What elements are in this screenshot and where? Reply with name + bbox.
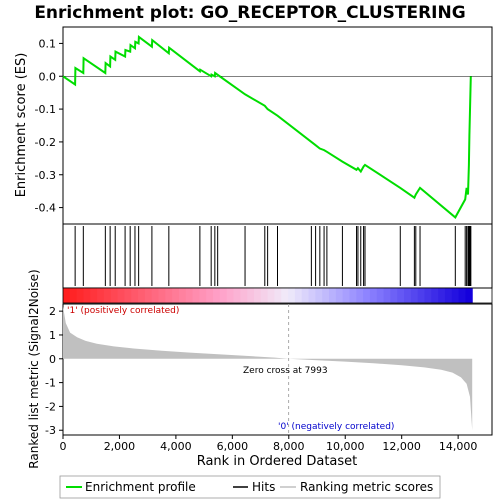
color-bar-segment [370,288,377,303]
color-bar-segment [77,288,84,303]
x-tick-label: 6,000 [217,440,249,453]
color-bar-segment [247,288,254,303]
x-tick-label: 4,000 [160,440,192,453]
color-bar-segment [295,288,302,303]
metric-y-tick-label: 2 [49,305,56,318]
color-bar-segment [90,288,97,303]
color-bar-segment [206,288,213,303]
x-tick-label: 0 [60,440,67,453]
color-bar-segment [377,288,384,303]
color-bar-segment [315,288,322,303]
es-panel: 0.1 0.0 -0.1 -0.2 -0.3 -0.4 Enrichment score … [14,27,492,224]
rank-color-bar [63,288,492,303]
x-tick-label: 2,000 [104,440,136,453]
positive-correlation-label: '1' (positively correlated) [67,306,179,316]
es-y-tick-label: -0.2 [35,136,56,149]
color-bar-segment [465,288,472,303]
color-bar-segment [390,288,397,303]
color-bar-segment [165,288,172,303]
color-bar-segment [418,288,425,303]
color-bar-segment [220,288,227,303]
color-bar-segment [97,288,104,303]
metric-y-tick-label: 1 [49,329,56,342]
legend-label-enrichment: Enrichment profile [85,480,196,494]
es-y-tick-label: -0.1 [35,103,56,116]
color-bar-segment [213,288,220,303]
color-bar-segment [111,288,118,303]
color-bar-segment [186,288,193,303]
color-bar-segment [124,288,131,303]
color-bar-segment [349,288,356,303]
es-y-tick-label: -0.3 [35,169,56,182]
color-bar-segment [404,288,411,303]
color-bar-segment [104,288,111,303]
zero-cross-label: Zero cross at 7993 [243,366,328,376]
color-bar-segment [356,288,363,303]
color-bar-segment [234,288,241,303]
color-bar-segment [240,288,247,303]
color-bar-segment [193,288,200,303]
negative-correlation-label: '0' (negatively correlated) [278,422,394,432]
color-bar-segment [384,288,391,303]
color-bar-segment [199,288,206,303]
color-bar-segment [329,288,336,303]
color-bar-segment [261,288,268,303]
color-bar-segment [131,288,138,303]
color-bar-segment [411,288,418,303]
legend: Enrichment profile Hits Ranking metric s… [60,476,440,498]
metric-y-tick-label: 0 [49,353,56,366]
x-axis-label: Rank in Ordered Dataset [197,454,358,469]
color-bar-segment [83,288,90,303]
color-bar-segment [227,288,234,303]
color-bar-segment [118,288,125,303]
color-bar-segment [70,288,77,303]
legend-label-hits: Hits [252,480,275,494]
color-bar-segment [363,288,370,303]
color-bar-segment [288,288,295,303]
metric-y-tick-label: -1 [45,377,56,390]
color-bar-segment [179,288,186,303]
color-bar-segment [63,288,70,303]
legend-label-ranking: Ranking metric scores [300,480,433,494]
es-axis-label: Enrichment score (ES) [14,53,29,198]
color-bar-segment [445,288,452,303]
color-bar-segment [397,288,404,303]
x-tick-label: 10,000 [326,440,365,453]
x-tick-label: 8,000 [273,440,305,453]
color-bar-segment [431,288,438,303]
color-bar-segment [424,288,431,303]
color-bar-segment [302,288,309,303]
chart-title: Enrichment plot: GO_RECEPTOR_CLUSTERING [34,3,465,23]
es-y-tick-label: 0.0 [39,70,57,83]
color-bar-segment [268,288,275,303]
color-bar-segment [336,288,343,303]
metric-y-tick-label: -2 [45,400,56,413]
color-bar-segment [152,288,159,303]
color-bar-segment [452,288,459,303]
color-bar-segment [343,288,350,303]
color-bar-segment [459,288,466,303]
metric-axis-label: Ranked list metric (Signal2Noise) [27,269,41,468]
hits-panel [63,224,492,288]
x-tick-label: 12,000 [382,440,421,453]
color-bar-segment [281,288,288,303]
color-bar-segment [158,288,165,303]
color-bar-segment [309,288,316,303]
metric-y-tick-label: -3 [45,424,56,437]
color-bar-segment [322,288,329,303]
x-tick-label: 14,000 [439,440,478,453]
color-bar-segment [274,288,281,303]
color-bar-segment [138,288,145,303]
color-bar-segment [254,288,261,303]
color-bar-segment [438,288,445,303]
es-y-tick-label: 0.1 [39,37,57,50]
es-y-tick-label: -0.4 [35,202,56,215]
color-bar-segment [145,288,152,303]
color-bar-segment [172,288,179,303]
